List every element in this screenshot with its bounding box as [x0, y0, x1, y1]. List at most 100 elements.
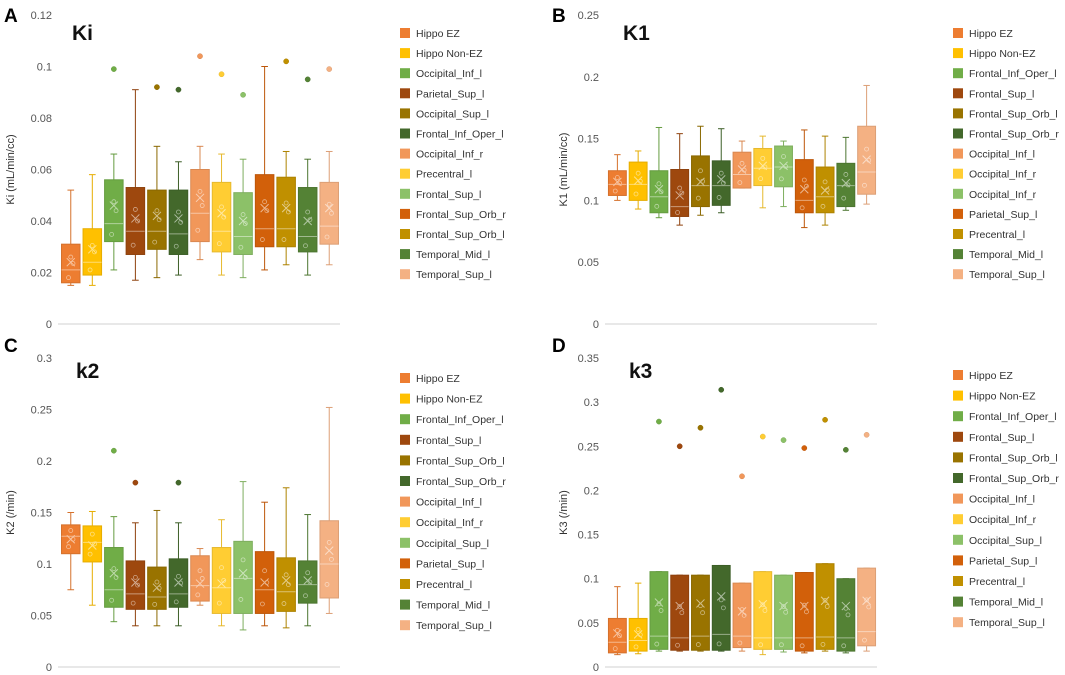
legend-item: Frontal_Sup_Orb_r: [400, 208, 506, 221]
chart-title: k2: [76, 360, 99, 383]
data-point: [741, 167, 747, 173]
data-point: [130, 242, 136, 248]
legend-swatch: [953, 148, 963, 159]
data-point: [259, 601, 265, 607]
data-point: [864, 146, 870, 152]
legend-item: Temporal_Mid_l: [400, 599, 490, 612]
legend-swatch: [400, 28, 410, 38]
box-series: [691, 424, 710, 652]
data-point: [68, 254, 74, 260]
legend-swatch: [400, 88, 410, 99]
legend-label: Frontal_Sup_Orb_r: [416, 476, 506, 488]
data-point: [154, 579, 160, 585]
panel-letter: A: [4, 6, 18, 27]
data-point: [804, 183, 809, 189]
panel-letter: C: [4, 336, 18, 357]
mean-marker: [820, 596, 830, 606]
legend-swatch: [400, 108, 410, 119]
data-point: [156, 217, 162, 223]
data-point: [216, 241, 222, 247]
data-point: [760, 602, 766, 608]
legend-label: Temporal_Sup_l: [969, 617, 1045, 629]
legend-item: Frontal_Sup_l: [400, 434, 481, 447]
data-point: [862, 637, 867, 643]
y-tick-label: 0.1: [584, 195, 599, 207]
mean-marker: [281, 576, 291, 585]
legend-item: Frontal_Inf_Oper_l: [953, 411, 1057, 423]
data-point: [656, 181, 662, 187]
legend-swatch: [953, 168, 963, 179]
legend-item: Temporal_Sup_l: [400, 269, 492, 281]
legend-label: Temporal_Mid_l: [969, 597, 1043, 609]
legend-label: Occipital_Inf_r: [416, 517, 484, 529]
legend-label: Temporal_Sup_l: [416, 620, 492, 632]
data-point: [824, 187, 830, 193]
data-point: [70, 261, 76, 266]
outlier-point: [780, 437, 787, 443]
data-point: [285, 582, 291, 587]
data-point: [176, 209, 181, 215]
box-series: [774, 437, 793, 653]
data-point: [132, 574, 138, 580]
data-point: [70, 536, 76, 542]
legend-label: Frontal_Inf_Oper_l: [969, 68, 1057, 80]
y-tick-label: 0: [593, 662, 599, 674]
legend-label: Parietal_Sup_l: [969, 555, 1037, 567]
legend-label: Frontal_Sup_Orb_r: [416, 209, 506, 221]
data-point: [219, 204, 224, 210]
data-point: [675, 210, 680, 215]
data-point: [178, 219, 184, 225]
data-point: [305, 570, 311, 576]
legend-item: Temporal_Sup_l: [953, 617, 1045, 629]
legend-swatch: [953, 411, 963, 422]
mean-marker: [303, 576, 313, 585]
box-series: [815, 135, 835, 226]
outlier-point: [218, 71, 225, 78]
mean-marker: [779, 601, 788, 611]
mean-marker: [131, 214, 140, 223]
y-axis-label: K2 (/min): [5, 490, 17, 535]
data-point: [326, 539, 332, 545]
data-point: [326, 201, 332, 207]
panel-c: Ck2 K2 (/min) 0 0.05 0.1 0.15 0.2 0.25 0.3 Hippo …: [4, 336, 506, 674]
panel-d: Dk3 K3 (/min) 0 0.05 0.1 0.15 0.2 0.25 0.3 0.35 Hi…: [552, 336, 1059, 674]
outlier-point: [197, 53, 203, 60]
data-point: [799, 205, 805, 211]
data-point: [324, 581, 330, 587]
data-point: [154, 208, 160, 214]
y-tick-label: 0.25: [578, 441, 599, 453]
legend-item: Frontal_Inf_Oper_l: [400, 414, 504, 426]
legend-label: Occipital_Sup_l: [416, 108, 489, 120]
data-point: [329, 210, 334, 216]
legend-label: Occipital_Inf_l: [969, 149, 1035, 161]
data-point: [758, 642, 764, 648]
box-series: [82, 510, 103, 606]
legend-swatch: [400, 558, 410, 569]
data-point: [199, 203, 205, 208]
legend-label: Occipital_Inf_l: [969, 494, 1035, 506]
legend-swatch: [400, 414, 410, 425]
data-point: [820, 641, 826, 647]
y-tick-label: 0: [593, 319, 599, 331]
y-tick-label: 0.3: [584, 397, 599, 409]
outlier-point: [110, 66, 117, 72]
outlier-point: [304, 76, 311, 83]
panel-b: B K1 K1 (mL/min/cc) 0 0.05 0.1 0.15 0.2 0.25 Hipp…: [552, 6, 1059, 331]
data-point: [658, 189, 664, 195]
box-series: [297, 76, 318, 276]
data-point: [718, 170, 724, 176]
mean-marker: [758, 599, 768, 609]
mean-marker: [66, 257, 76, 267]
box-series: [190, 548, 210, 606]
data-point: [778, 642, 784, 648]
legend-item: Temporal_Mid_l: [400, 249, 490, 261]
legend-label: Hippo Non-EZ: [416, 48, 483, 60]
box-series: [753, 135, 773, 209]
data-point: [739, 607, 745, 613]
legend-label: Temporal_Sup_l: [969, 269, 1045, 281]
mean-marker: [152, 211, 162, 221]
outlier-point: [863, 431, 870, 438]
box-series: [649, 126, 669, 219]
data-point: [216, 600, 222, 606]
legend-label: Frontal_Sup_l: [416, 435, 481, 447]
